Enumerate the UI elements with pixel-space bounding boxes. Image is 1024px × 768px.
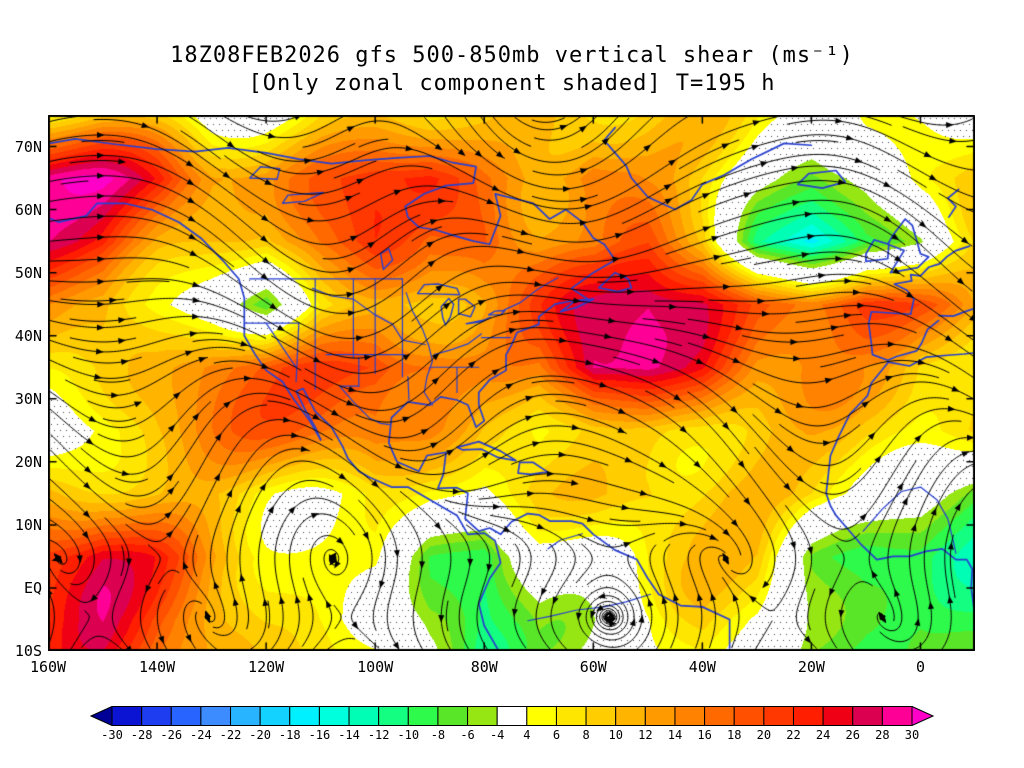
y-axis-label-30N: 30N <box>14 389 42 408</box>
colorbar-label-30: 30 <box>904 728 920 742</box>
colorbar-label--22: -22 <box>219 728 242 742</box>
colorbar-label--18: -18 <box>278 728 301 742</box>
colorbar-cell-11 <box>437 706 469 726</box>
colorbar-cell-10 <box>407 706 439 726</box>
colorbar-label-28: 28 <box>875 728 890 742</box>
colorbar-label--28: -28 <box>130 728 153 742</box>
colorbar-label--10: -10 <box>397 728 420 742</box>
colorbar-label--4: -4 <box>489 728 505 742</box>
colorbar-cell-17 <box>615 706 646 726</box>
colorbar-cell-3 <box>200 706 232 726</box>
colorbar-label-26: 26 <box>845 728 860 742</box>
colorbar <box>89 705 935 727</box>
colorbar-cell-0 <box>111 706 143 726</box>
colorbar-cell-4 <box>230 706 261 726</box>
colorbar-cell-21 <box>733 706 765 726</box>
y-axis-label-10S: 10S <box>14 642 42 660</box>
title-line-1: 18Z08FEB2026 gfs 500-850mb vertical shea… <box>170 43 854 68</box>
colorbar-label--8: -8 <box>430 728 446 742</box>
x-axis-label-100W: 100W <box>357 658 394 676</box>
y-axis-label-50N: 50N <box>14 263 42 282</box>
colorbar-cell-20 <box>704 706 735 726</box>
x-axis-label-0: 0 <box>915 658 925 676</box>
y-axis-label-EQ: EQ <box>23 578 42 597</box>
colorbar-cell-1 <box>141 706 172 726</box>
y-axis-label-10N: 10N <box>14 515 42 534</box>
colorbar-cell-19 <box>674 706 706 726</box>
colorbar-label-12: 12 <box>638 728 653 742</box>
colorbar-cell-2 <box>170 706 202 726</box>
colorbar-label-16: 16 <box>697 728 712 742</box>
colorbar-cell-24 <box>822 706 854 726</box>
colorbar-cell-12 <box>467 706 498 726</box>
chart-title: 18Z08FEB2026 gfs 500-850mb vertical shea… <box>0 42 1024 98</box>
colorbar-label--24: -24 <box>190 728 212 742</box>
colorbar-cell-25 <box>852 706 883 726</box>
colorbar-label-18: 18 <box>726 728 742 742</box>
colorbar-left-arrow <box>89 705 113 727</box>
x-axis-label-60W: 60W <box>579 658 607 676</box>
y-axis-label-40N: 40N <box>14 326 42 345</box>
map-plot-canvas <box>48 115 975 651</box>
y-axis-label-20N: 20N <box>14 452 42 471</box>
colorbar-cell-26 <box>881 706 913 726</box>
colorbar-label-10: 10 <box>608 728 623 742</box>
colorbar-label--6: -6 <box>460 728 475 742</box>
colorbar-cell-22 <box>763 706 794 726</box>
x-axis-label-20W: 20W <box>797 658 825 676</box>
y-axis-label-60N: 60N <box>14 200 42 219</box>
title-line-2: [Only zonal component shaded] T=195 h <box>248 71 776 96</box>
colorbar-label-20: 20 <box>756 728 772 742</box>
colorbar-cell-18 <box>644 706 676 726</box>
colorbar-svg <box>89 705 935 727</box>
colorbar-cell-13 <box>496 706 528 726</box>
colorbar-label-8: 8 <box>582 728 590 742</box>
x-axis-label-40W: 40W <box>688 658 716 676</box>
colorbar-label--12: -12 <box>367 728 390 742</box>
colorbar-label--16: -16 <box>308 728 331 742</box>
colorbar-cell-5 <box>259 706 291 726</box>
colorbar-label--30: -30 <box>101 728 123 742</box>
colorbar-label-24: 24 <box>815 728 831 742</box>
x-axis-label-160W: 160W <box>29 658 67 676</box>
colorbar-cell-8 <box>348 706 380 726</box>
colorbar-cell-14 <box>526 706 557 726</box>
colorbar-cell-6 <box>289 706 320 726</box>
colorbar-label-4: 4 <box>523 728 531 742</box>
colorbar-label-22: 22 <box>786 728 801 742</box>
colorbar-cell-23 <box>792 706 824 726</box>
colorbar-label--20: -20 <box>249 728 271 742</box>
colorbar-cell-7 <box>318 706 350 726</box>
x-axis-label-80W: 80W <box>470 658 498 676</box>
colorbar-cell-9 <box>378 706 409 726</box>
colorbar-label-14: 14 <box>667 728 683 742</box>
y-axis-label-70N: 70N <box>14 137 42 156</box>
colorbar-label-6: 6 <box>552 728 561 742</box>
colorbar-right-arrow <box>911 705 935 727</box>
colorbar-labels: -30 -28 -26 -24 -22 -20 -18 -16 -14 -12 -10 -8 -6 -4 4… <box>90 728 934 744</box>
colorbar-cell-16 <box>585 706 617 726</box>
colorbar-cell-15 <box>555 706 587 726</box>
colorbar-label--14: -14 <box>338 728 360 742</box>
colorbar-label--26: -26 <box>160 728 183 742</box>
x-axis-label-120W: 120W <box>248 658 285 676</box>
x-axis-label-140W: 140W <box>138 658 176 676</box>
